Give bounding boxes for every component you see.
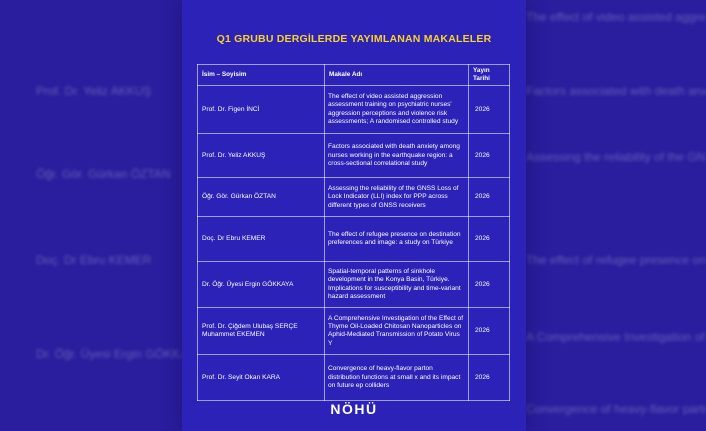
table-row: Prof. Dr. Seyit Okan KARA Convergence of… xyxy=(197,354,510,402)
blur-text: The effect of refugee presence on destin… xyxy=(526,253,706,267)
header-title: Makale Adı xyxy=(324,63,469,87)
author-cell: Prof. Dr. Yeliz AKKUŞ xyxy=(197,133,325,179)
author-cell: Öğr. Gör. Gürkan ÖZTAN xyxy=(197,177,325,218)
header-year: Yayın Tarihi xyxy=(468,63,510,87)
year-cell: 2026 xyxy=(468,261,510,309)
article-title-cell: Spatial-temporal patterns of sinkhole de… xyxy=(324,261,469,309)
blur-text: Assessing the reliability of the GNSS Lo… xyxy=(526,150,706,164)
blur-text: Factors associated with death anxiety am… xyxy=(526,84,706,98)
table-row: Prof. Dr. Yeliz AKKUŞ Factors associated… xyxy=(197,133,510,179)
blur-text: The effect of video assisted aggression … xyxy=(526,10,706,24)
university-logo: NÖHÜ xyxy=(330,401,378,417)
blur-text: Doç. Dr Ebru KEMER xyxy=(36,253,152,267)
table-header-row: İsim – Soyisim Makale Adı Yayın Tarihi xyxy=(197,63,510,87)
blur-text: Öğr. Gör. Gürkan ÖZTAN xyxy=(36,167,171,181)
year-cell: 2026 xyxy=(468,307,510,356)
table-row: Dr. Öğr. Üyesi Ergin GÖKKAYA Spatial-tem… xyxy=(197,261,510,309)
table-row: Prof. Dr. Figen İNCİ The effect of video… xyxy=(197,85,510,135)
year-cell: 2026 xyxy=(468,216,510,263)
author-cell: Prof. Dr. Seyit Okan KARA xyxy=(197,354,325,402)
year-cell: 2026 xyxy=(468,85,510,135)
header-name: İsim – Soyisim xyxy=(197,63,325,87)
table-row: Öğr. Gör. Gürkan ÖZTAN Assessing the rel… xyxy=(197,177,510,218)
author-cell: Prof. Dr. Figen İNCİ xyxy=(197,85,325,135)
content-panel: Q1 GRUBU DERGİLERDE YAYIMLANAN MAKALELER… xyxy=(182,0,526,431)
author-cell: Dr. Öğr. Üyesi Ergin GÖKKAYA xyxy=(197,261,325,309)
blur-text: A Comprehensive Investigation of the Eff… xyxy=(526,330,706,344)
article-title-cell: Assessing the reliability of the GNSS Lo… xyxy=(324,177,469,218)
year-cell: 2026 xyxy=(468,133,510,179)
blur-text: Dr. Öğr. Üyesi Ergin GÖKKAYA xyxy=(36,347,182,361)
blur-text: Prof. Dr. Yeliz AKKUŞ xyxy=(36,84,152,98)
year-cell: 2026 xyxy=(468,177,510,218)
table-row: Prof. Dr. Çiğdem Ulubaş SERÇE Muhammet E… xyxy=(197,307,510,356)
article-title-cell: Factors associated with death anxiety am… xyxy=(324,133,469,179)
article-title-cell: The effect of video assisted aggression … xyxy=(324,85,469,135)
background-blur-left: Prof. Dr. Yeliz AKKUŞ Öğr. Gör. Gürkan Ö… xyxy=(0,0,182,431)
blur-text: Convergence of heavy-flavor parton distr… xyxy=(526,402,706,416)
page-title: Q1 GRUBU DERGİLERDE YAYIMLANAN MAKALELER xyxy=(216,33,492,45)
author-cell: Doç. Dr Ebru KEMER xyxy=(197,216,325,263)
article-title-cell: A Comprehensive Investigation of the Eff… xyxy=(324,307,469,356)
article-title-cell: Convergence of heavy-flavor parton distr… xyxy=(324,354,469,402)
author-cell: Prof. Dr. Çiğdem Ulubaş SERÇE Muhammet E… xyxy=(197,307,325,356)
articles-table: İsim – Soyisim Makale Adı Yayın Tarihi P… xyxy=(197,63,510,402)
year-cell: 2026 xyxy=(468,354,510,402)
article-title-cell: The effect of refugee presence on destin… xyxy=(324,216,469,263)
background-blur-right: The effect of video assisted aggression … xyxy=(526,0,706,431)
table-row: Doç. Dr Ebru KEMER The effect of refugee… xyxy=(197,216,510,263)
